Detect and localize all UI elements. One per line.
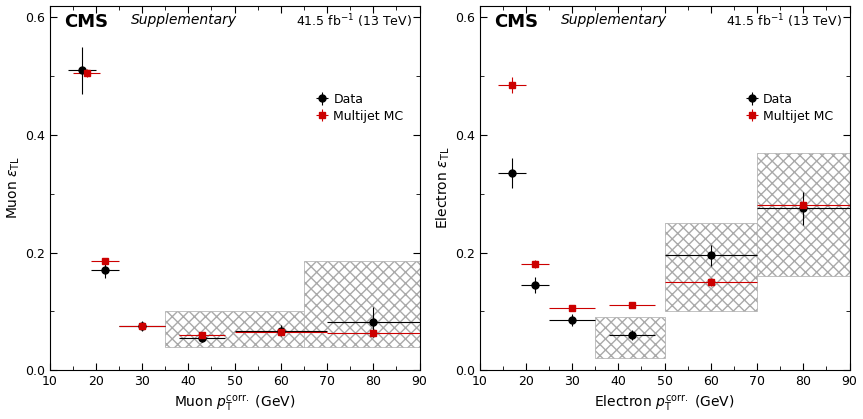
Text: Supplementary: Supplementary [561, 13, 667, 27]
Text: 41.5 fb$^{-1}$ (13 TeV): 41.5 fb$^{-1}$ (13 TeV) [296, 13, 413, 31]
Y-axis label: Muon $\varepsilon_{\mathrm{TL}}$: Muon $\varepsilon_{\mathrm{TL}}$ [5, 156, 22, 220]
Legend: Data, Multijet MC: Data, Multijet MC [743, 90, 836, 125]
Text: CMS: CMS [494, 13, 539, 31]
X-axis label: Electron $p_{\mathrm{T}}^{\mathrm{corr.}}$ (GeV): Electron $p_{\mathrm{T}}^{\mathrm{corr.}… [595, 393, 734, 414]
Text: Supplementary: Supplementary [131, 13, 237, 27]
Y-axis label: Electron $\varepsilon_{\mathrm{TL}}$: Electron $\varepsilon_{\mathrm{TL}}$ [434, 147, 452, 229]
Legend: Data, Multijet MC: Data, Multijet MC [313, 90, 406, 125]
X-axis label: Muon $p_{\mathrm{T}}^{\mathrm{corr.}}$ (GeV): Muon $p_{\mathrm{T}}^{\mathrm{corr.}}$ (… [174, 393, 295, 414]
Text: CMS: CMS [65, 13, 109, 31]
Text: 41.5 fb$^{-1}$ (13 TeV): 41.5 fb$^{-1}$ (13 TeV) [726, 13, 842, 31]
